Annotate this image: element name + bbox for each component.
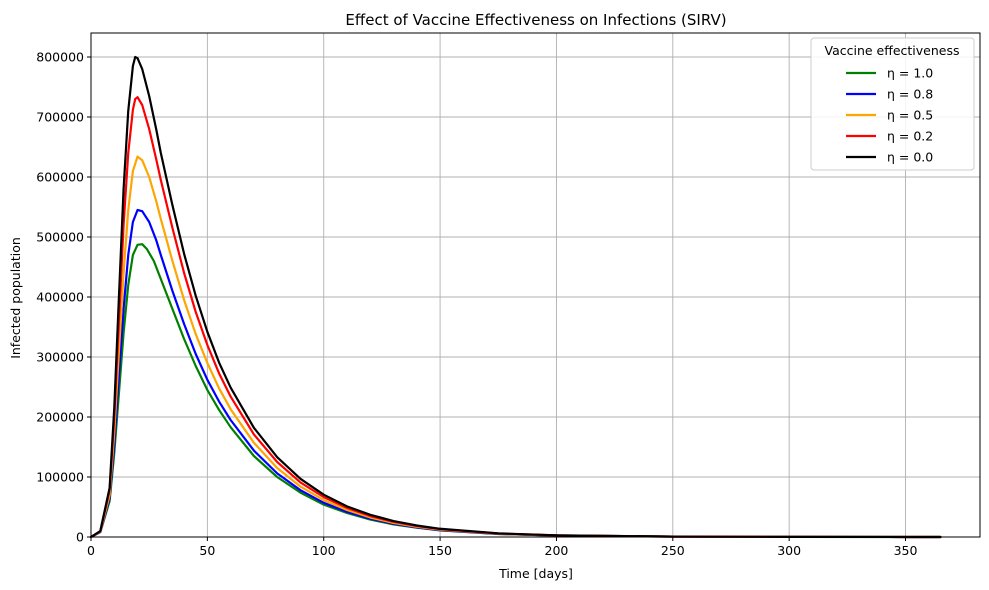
x-tick-label: 0 [87, 543, 95, 558]
legend-items: η = 1.0 η = 0.8 η = 0.5 η = 0.2 η = 0.0 [846, 66, 933, 165]
series-line-0 [89, 243, 942, 539]
legend-label: η = 0.5 [887, 108, 933, 123]
x-tick-label: 300 [777, 543, 801, 558]
legend-title: Vaccine effectiveness [824, 43, 959, 58]
plot-frame [90, 32, 981, 538]
y-tick-label: 400000 [36, 290, 84, 305]
legend-item: η = 0.0 [846, 150, 933, 165]
legend-item: η = 0.8 [846, 87, 933, 102]
x-tick-label: 150 [428, 543, 452, 558]
legend: Vaccine effectiveness η = 1.0η = 0.8η = … [810, 37, 975, 171]
legend-label: η = 0.0 [887, 150, 933, 165]
legend-item: η = 0.2 [846, 129, 933, 144]
x-axis-label: Time [days] [498, 566, 573, 581]
y-axis: 0 100000 200000 300000 400000 500000 600000 700… [36, 50, 91, 545]
x-tick-label: 250 [661, 543, 685, 558]
y-axis-label: Infected population [8, 237, 23, 359]
x-axis: 0 50 100 150 200 250 300 350 [87, 537, 918, 558]
y-tick-label: 200000 [36, 410, 84, 425]
series-line-2 [89, 155, 942, 539]
series-line-4 [89, 55, 942, 539]
series-layer [89, 55, 942, 539]
legend-label: η = 0.8 [887, 87, 933, 102]
chart-title: Effect of Vaccine Effectiveness on Infec… [345, 11, 726, 29]
legend-item: η = 0.5 [846, 108, 933, 123]
y-tick-label: 500000 [36, 230, 84, 245]
legend-label: η = 1.0 [887, 66, 933, 81]
legend-label: η = 0.2 [887, 129, 933, 144]
y-tick-label: 100000 [36, 470, 84, 485]
x-tick-label: 100 [312, 543, 336, 558]
y-tick-label: 300000 [36, 350, 84, 365]
grid [90, 33, 980, 538]
x-tick-label: 50 [199, 543, 215, 558]
legend-item: η = 1.0 [846, 66, 933, 81]
y-tick-label: 800000 [36, 50, 84, 65]
x-tick-label: 350 [894, 543, 918, 558]
y-tick-label: 0 [76, 530, 84, 545]
y-tick-label: 600000 [36, 170, 84, 185]
y-tick-label: 700000 [36, 110, 84, 125]
x-tick-label: 200 [545, 543, 569, 558]
